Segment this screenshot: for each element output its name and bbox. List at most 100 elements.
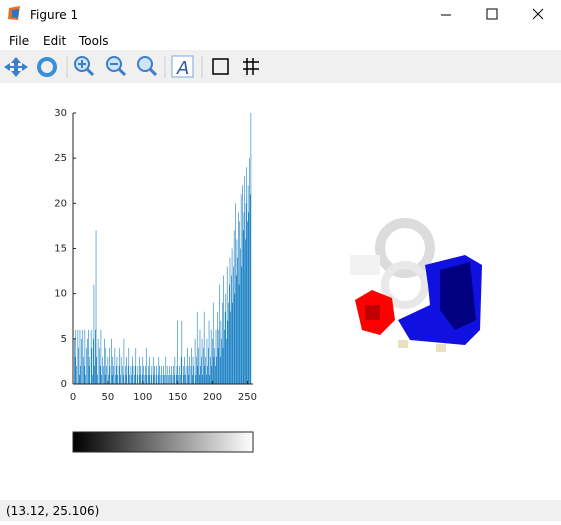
- bar: [241, 266, 243, 384]
- bar: [222, 302, 223, 384]
- bar: [219, 284, 220, 384]
- bar: [238, 212, 239, 384]
- bar: [153, 374, 155, 384]
- bar: [205, 356, 206, 384]
- bar: [130, 365, 132, 384]
- bar: [211, 365, 213, 384]
- bar: [187, 365, 189, 384]
- menu-item[interactable]: File: [9, 34, 29, 48]
- bar: [161, 365, 162, 384]
- bar: [144, 374, 146, 384]
- bar: [95, 230, 97, 384]
- toolbar: [0, 50, 561, 83]
- bar: [190, 365, 192, 384]
- bar: [230, 311, 231, 384]
- status-bar: [0, 500, 561, 521]
- zoom-reset-tool[interactable]: [137, 56, 158, 77]
- bar: [225, 293, 227, 384]
- text-tool[interactable]: A: [171, 55, 194, 79]
- pan-tool[interactable]: [4, 57, 28, 77]
- bar: [139, 374, 141, 384]
- status-text: (13.12, 25.106): [6, 504, 99, 518]
- grid-tool[interactable]: [243, 58, 259, 75]
- bar: [246, 167, 247, 384]
- bar: [166, 365, 168, 384]
- bar: [224, 329, 225, 384]
- bar: [245, 203, 247, 384]
- x-tick-label: 250: [238, 392, 257, 403]
- bar: [187, 347, 188, 384]
- bar: [115, 365, 117, 384]
- bar: [215, 365, 216, 384]
- bar: [92, 374, 93, 384]
- bar: [213, 356, 215, 384]
- bar: [113, 365, 114, 384]
- bar: [85, 347, 87, 384]
- bar: [127, 365, 129, 384]
- y-tick-label: 15: [54, 244, 67, 255]
- close-button[interactable]: [532, 8, 544, 20]
- bar: [204, 365, 206, 384]
- bar: [148, 374, 150, 384]
- bar: [145, 347, 147, 384]
- bar: [193, 365, 194, 384]
- bar: [205, 374, 207, 384]
- bar: [111, 338, 112, 384]
- bar: [222, 347, 224, 384]
- bar: [214, 347, 215, 384]
- bar: [195, 374, 197, 384]
- bar: [139, 356, 140, 384]
- bar: [140, 365, 141, 384]
- bar: [209, 374, 211, 384]
- bar: [104, 338, 105, 384]
- bar: [201, 356, 202, 384]
- bar: [182, 365, 184, 384]
- menu-item[interactable]: Edit: [43, 34, 67, 48]
- bar: [226, 266, 228, 384]
- x-tick-label: 200: [203, 392, 222, 403]
- bar: [176, 365, 178, 384]
- menu-item[interactable]: Tools: [78, 34, 109, 48]
- bar: [115, 374, 116, 384]
- bar: [103, 365, 104, 384]
- zoom-out-tool[interactable]: [106, 56, 127, 77]
- maximize-button[interactable]: [486, 8, 498, 20]
- bar: [79, 329, 81, 384]
- bar: [189, 356, 190, 384]
- bar: [89, 356, 91, 384]
- bar: [212, 302, 214, 384]
- bar: [74, 356, 76, 384]
- bar: [170, 374, 171, 384]
- bar: [217, 347, 219, 384]
- bar: [206, 338, 208, 384]
- bar: [249, 158, 250, 384]
- bar: [123, 338, 125, 384]
- bar: [135, 347, 137, 384]
- bar: [82, 329, 84, 384]
- bar: [168, 374, 169, 384]
- bar: [136, 374, 138, 384]
- bar: [132, 365, 134, 384]
- bar: [249, 194, 251, 384]
- title-bar: [0, 0, 561, 30]
- bar: [201, 338, 203, 384]
- bar: [145, 365, 146, 384]
- bar: [207, 365, 208, 384]
- bar: [119, 347, 121, 384]
- bar: [129, 374, 130, 384]
- bar: [240, 194, 242, 384]
- bar: [196, 356, 197, 384]
- bar: [208, 347, 209, 384]
- bar: [203, 311, 205, 384]
- rotate-tool[interactable]: [37, 57, 57, 77]
- bar: [250, 113, 252, 384]
- zoom-in-tool[interactable]: [74, 56, 95, 77]
- bar: [114, 347, 116, 384]
- bar: [78, 347, 79, 384]
- bar: [229, 284, 230, 384]
- box-tool[interactable]: [212, 58, 229, 75]
- bar: [100, 329, 102, 384]
- bar: [104, 374, 106, 384]
- bar: [108, 374, 109, 384]
- bar: [117, 374, 118, 384]
